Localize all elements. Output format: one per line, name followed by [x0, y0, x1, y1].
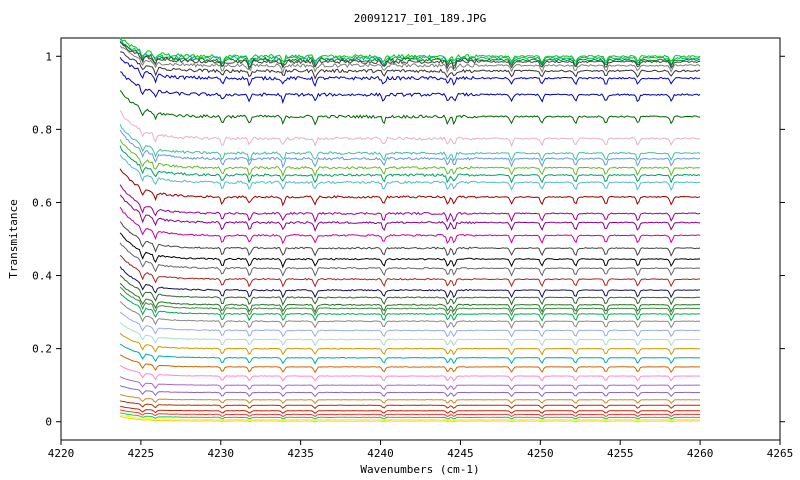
y-tick-label: 0.8 [32, 123, 52, 136]
spectrum-series-4 [119, 42, 701, 70]
x-tick-1: 4225 [128, 440, 155, 460]
x-tick-label: 4265 [767, 447, 794, 460]
x-tick-0: 4220 [48, 440, 75, 460]
x-tick-label: 4250 [527, 447, 554, 460]
spectrum-series-16 [119, 168, 701, 207]
spectrum-series-35 [119, 365, 701, 382]
y-tick-label: 1 [45, 50, 52, 63]
y-tick-label: 0.2 [32, 343, 52, 356]
spectrum-series-6 [120, 51, 701, 80]
spectrum-series-23 [119, 254, 701, 288]
x-tick-label: 4260 [687, 447, 714, 460]
spectrum-series-5 [119, 45, 701, 75]
spectrum-series-group [119, 37, 701, 423]
x-tick-4: 4240 [367, 440, 394, 460]
spectrum-series-25 [119, 274, 701, 306]
x-tick-label: 4225 [128, 447, 155, 460]
spectrum-series-10 [119, 110, 701, 148]
x-tick-label: 4245 [447, 447, 474, 460]
spectrum-series-27 [119, 286, 701, 317]
spectrum-series-3 [119, 40, 701, 68]
spectrum-series-44 [119, 415, 701, 423]
spectrum-series-17 [119, 184, 701, 224]
spectrum-series-7 [119, 57, 701, 88]
x-axis-label: Wavenumbers (cm-1) [360, 463, 479, 476]
x-tick-label: 4255 [607, 447, 634, 460]
x-tick-8: 4260 [687, 440, 714, 460]
x-tick-label: 4240 [367, 447, 394, 460]
x-tick-5: 4245 [447, 440, 474, 460]
spectrum-series-28 [119, 292, 701, 322]
x-tick-3: 4235 [287, 440, 314, 460]
spectrum-series-18 [119, 194, 701, 233]
spectrum-series-39 [119, 400, 701, 410]
plot-area-frame [60, 37, 781, 441]
spectrum-series-12 [119, 129, 701, 169]
spectrum-series-24 [119, 266, 701, 299]
spectrum-series-30 [119, 311, 701, 338]
spectrum-series-40 [119, 405, 701, 415]
spectrum-series-38 [119, 394, 701, 405]
x-tick-label: 4235 [287, 447, 314, 460]
y-axis-label: Transmitance [7, 199, 20, 278]
y-tick-label: 0.6 [32, 196, 52, 209]
spectrum-series-29 [119, 301, 701, 330]
y-tick-label: 0.4 [32, 270, 52, 283]
spectrum-series-41 [119, 409, 701, 418]
x-tick-label: 4220 [48, 447, 75, 460]
spectrum-series-22 [119, 242, 701, 277]
spectrum-series-15 [119, 154, 701, 192]
y-axis-ticks: 0 0.2 0.4 0.6 0.8 1 [32, 50, 785, 429]
y-tick-0: 0 [45, 416, 785, 429]
spectrum-series-13 [119, 139, 701, 178]
x-tick-2: 4230 [208, 440, 235, 460]
spectrum-series-11 [119, 124, 701, 162]
y-tick-3: 0.6 [32, 196, 785, 209]
spectrum-series-43 [119, 414, 701, 422]
spectrum-series-37 [119, 385, 701, 398]
y-tick-1: 0.2 [32, 343, 785, 356]
x-tick-7: 4255 [607, 440, 634, 460]
x-tick-6: 4250 [527, 440, 554, 460]
x-tick-9: 4265 [767, 440, 794, 460]
y-tick-label: 0 [45, 416, 52, 429]
spectrum-series-36 [119, 376, 701, 391]
spectrum-series-14 [119, 145, 701, 184]
y-tick-5: 1 [45, 50, 785, 63]
spectrum-series-19 [119, 206, 701, 245]
x-tick-label: 4230 [208, 447, 235, 460]
spectrum-series-33 [119, 343, 701, 365]
spectrum-series-31 [119, 322, 701, 347]
spectrum-series-32 [119, 332, 701, 356]
spectrum-series-21 [119, 232, 701, 269]
x-axis-ticks: 4220 4225 4230 4235 4240 4245 4250 4255 4260 4265 [48, 440, 794, 460]
spectrum-series-8 [119, 71, 701, 105]
chart-title: 20091217_I01_189.JPG [354, 12, 486, 25]
y-tick-2: 0.4 [32, 270, 785, 283]
spectrum-series-26 [119, 282, 701, 314]
spectrum-series-20 [119, 221, 701, 257]
spectrum-series-34 [119, 354, 701, 374]
spectrum-series-42 [119, 412, 701, 420]
y-tick-4: 0.8 [32, 123, 785, 136]
spectrum-series-9 [119, 89, 701, 126]
